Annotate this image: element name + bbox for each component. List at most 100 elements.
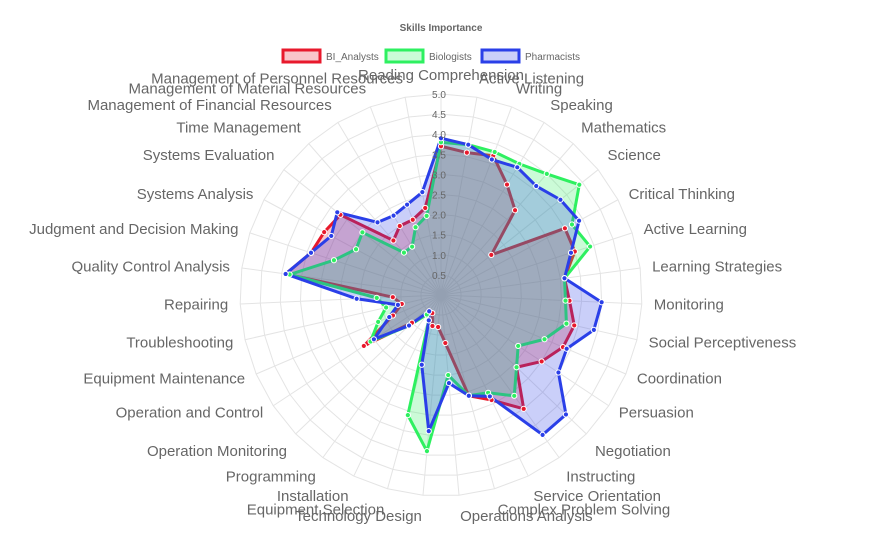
data-point[interactable] [406, 323, 411, 328]
data-point[interactable] [410, 217, 415, 222]
data-point[interactable] [514, 365, 519, 370]
data-point[interactable] [405, 413, 410, 418]
data-point[interactable] [516, 343, 521, 348]
data-point[interactable] [353, 247, 358, 252]
data-point[interactable] [512, 393, 517, 398]
data-point[interactable] [572, 323, 577, 328]
data-point[interactable] [391, 213, 396, 218]
data-point[interactable] [420, 190, 425, 195]
axis-label: Programming [226, 468, 316, 485]
data-point[interactable] [387, 315, 392, 320]
axis-label: Systems Analysis [137, 186, 254, 203]
data-point[interactable] [401, 250, 406, 255]
data-point[interactable] [397, 223, 402, 228]
data-point[interactable] [564, 321, 569, 326]
data-point[interactable] [423, 205, 428, 210]
axis-label: Critical Thinking [629, 186, 735, 203]
data-point[interactable] [489, 252, 494, 257]
data-point[interactable] [436, 324, 441, 329]
data-point[interactable] [404, 202, 409, 207]
data-point[interactable] [419, 362, 424, 367]
legend-swatch [482, 50, 519, 62]
data-point[interactable] [446, 380, 451, 385]
axis-label: Negotiation [595, 443, 671, 460]
tick-label: 3.0 [432, 170, 446, 181]
data-point[interactable] [430, 323, 435, 328]
data-point[interactable] [360, 230, 365, 235]
legend-item-pharmacists[interactable]: Pharmacists [482, 50, 580, 63]
data-point[interactable] [466, 393, 471, 398]
axis-label: Writing [516, 81, 562, 98]
data-point[interactable] [354, 296, 359, 301]
data-point[interactable] [384, 305, 389, 310]
data-point[interactable] [443, 340, 448, 345]
data-point[interactable] [558, 197, 563, 202]
series-layer [283, 136, 604, 454]
data-point[interactable] [361, 343, 366, 348]
axis-label: Equipment Maintenance [83, 371, 245, 388]
data-point[interactable] [521, 406, 526, 411]
axis-label: Operation and Control [116, 404, 264, 421]
data-point[interactable] [588, 244, 593, 249]
data-point[interactable] [489, 157, 494, 162]
axis-label: Management of Financial Resources [87, 97, 331, 114]
data-point[interactable] [391, 238, 396, 243]
data-point[interactable] [534, 183, 539, 188]
data-point[interactable] [576, 218, 581, 223]
data-point[interactable] [512, 208, 517, 213]
data-point[interactable] [569, 222, 574, 227]
data-point[interactable] [376, 319, 381, 324]
axis-label: Coordination [637, 371, 722, 388]
data-point[interactable] [562, 226, 567, 231]
axis-label: Management of Personnel Resources [151, 70, 403, 87]
data-point[interactable] [562, 276, 567, 281]
data-point[interactable] [426, 318, 431, 323]
data-point[interactable] [335, 210, 340, 215]
data-point[interactable] [564, 346, 569, 351]
data-point[interactable] [591, 327, 596, 332]
data-point[interactable] [556, 370, 561, 375]
data-point[interactable] [395, 302, 400, 307]
data-point[interactable] [542, 337, 547, 342]
data-point[interactable] [515, 165, 520, 170]
data-point[interactable] [322, 230, 327, 235]
legend[interactable]: BI_Analysts Biologists Pharmacists [283, 50, 580, 63]
data-point[interactable] [563, 412, 568, 417]
data-point[interactable] [577, 182, 582, 187]
data-point[interactable] [504, 182, 509, 187]
legend-item-biologists[interactable]: Biologists [386, 50, 472, 63]
axis-label: Monitoring [654, 297, 724, 314]
data-point[interactable] [371, 337, 376, 342]
tick-label: 4.0 [432, 130, 446, 141]
data-point[interactable] [446, 372, 451, 377]
data-point[interactable] [390, 295, 395, 300]
data-point[interactable] [563, 298, 568, 303]
data-point[interactable] [544, 171, 549, 176]
data-point[interactable] [540, 432, 545, 437]
tick-label: 4.5 [432, 110, 446, 121]
data-point[interactable] [426, 429, 431, 434]
data-point[interactable] [308, 250, 313, 255]
data-point[interactable] [492, 149, 497, 154]
data-point[interactable] [487, 394, 492, 399]
data-point[interactable] [427, 309, 432, 314]
data-point[interactable] [466, 142, 471, 147]
data-point[interactable] [410, 244, 415, 249]
legend-item-bi_analysts[interactable]: BI_Analysts [283, 50, 379, 63]
data-point[interactable] [568, 250, 573, 255]
data-point[interactable] [424, 449, 429, 454]
data-point[interactable] [464, 150, 469, 155]
axis-label: Learning Strategies [652, 258, 782, 275]
axis-label: Science [608, 147, 661, 164]
data-point[interactable] [539, 359, 544, 364]
data-point[interactable] [331, 258, 336, 263]
data-point[interactable] [599, 300, 604, 305]
data-point[interactable] [413, 225, 418, 230]
data-point[interactable] [374, 295, 379, 300]
data-point[interactable] [424, 213, 429, 218]
data-point[interactable] [283, 271, 288, 276]
data-point[interactable] [375, 220, 380, 225]
axis-label: Instructing [566, 468, 635, 485]
data-point[interactable] [329, 233, 334, 238]
